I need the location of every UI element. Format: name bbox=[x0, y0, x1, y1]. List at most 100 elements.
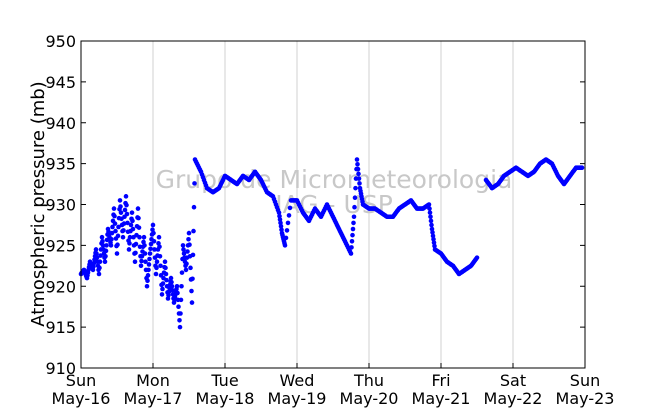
data-point bbox=[109, 230, 115, 236]
data-point bbox=[178, 297, 184, 303]
data-point bbox=[186, 236, 191, 242]
data-point bbox=[350, 226, 356, 232]
data-point bbox=[160, 286, 165, 292]
x-tick-label-date: May-16 bbox=[52, 389, 111, 408]
data-point bbox=[178, 311, 183, 316]
x-tick-label-day: Sun bbox=[570, 371, 600, 390]
data-point bbox=[579, 165, 585, 171]
data-point bbox=[432, 243, 437, 249]
data-point bbox=[98, 253, 103, 258]
data-point bbox=[285, 220, 291, 226]
x-tick-label-day: Mon bbox=[136, 371, 170, 390]
data-point bbox=[430, 233, 436, 239]
data-point bbox=[431, 236, 436, 242]
x-tick-label-date: May-17 bbox=[124, 389, 183, 408]
data-point bbox=[121, 228, 126, 233]
data-point bbox=[184, 261, 189, 267]
y-tick-label: 940 bbox=[45, 114, 76, 133]
data-point bbox=[277, 213, 282, 219]
data-point bbox=[123, 194, 129, 199]
y-tick-label: 915 bbox=[45, 318, 76, 337]
data-point bbox=[145, 273, 151, 278]
data-point bbox=[150, 222, 156, 228]
data-point bbox=[100, 243, 106, 248]
data-point bbox=[353, 185, 358, 191]
data-point bbox=[124, 211, 130, 217]
data-point bbox=[91, 264, 96, 269]
data-point bbox=[157, 253, 163, 259]
x-tick-label-date: May-22 bbox=[484, 389, 543, 408]
data-point bbox=[128, 222, 134, 228]
data-point bbox=[154, 265, 159, 271]
data-point bbox=[349, 238, 355, 244]
data-point bbox=[191, 228, 196, 234]
data-point bbox=[103, 253, 108, 259]
data-point bbox=[186, 230, 192, 236]
data-point bbox=[187, 242, 192, 247]
data-point bbox=[283, 235, 289, 241]
data-point bbox=[282, 243, 288, 248]
data-point bbox=[96, 271, 102, 277]
data-point bbox=[181, 251, 187, 256]
data-point bbox=[179, 283, 184, 289]
data-point bbox=[104, 243, 109, 248]
data-point bbox=[142, 251, 148, 256]
x-tick-label-date: May-23 bbox=[556, 389, 615, 408]
data-point bbox=[279, 227, 284, 233]
data-point bbox=[426, 202, 432, 207]
data-points bbox=[78, 157, 585, 330]
data-point bbox=[156, 234, 162, 240]
data-point bbox=[133, 241, 139, 247]
data-point bbox=[355, 166, 361, 172]
data-point bbox=[430, 230, 435, 235]
x-tick-label-date: May-19 bbox=[268, 389, 327, 408]
data-point bbox=[151, 230, 156, 236]
data-point bbox=[114, 251, 120, 256]
data-point bbox=[276, 210, 282, 215]
data-point bbox=[278, 224, 284, 229]
data-point bbox=[174, 283, 180, 289]
data-point bbox=[151, 238, 157, 244]
data-point bbox=[356, 176, 362, 181]
data-point bbox=[112, 221, 118, 226]
data-point bbox=[125, 220, 130, 226]
data-point bbox=[137, 234, 142, 240]
x-tick-label-day: Thu bbox=[353, 371, 384, 390]
x-tick-label-date: May-21 bbox=[412, 389, 471, 408]
x-tick-label-day: Sat bbox=[500, 371, 526, 390]
data-point bbox=[154, 259, 160, 265]
data-point bbox=[177, 318, 182, 323]
data-point bbox=[185, 249, 190, 254]
data-point bbox=[117, 198, 123, 203]
data-point bbox=[189, 288, 194, 294]
data-point bbox=[141, 234, 147, 240]
data-point bbox=[287, 205, 293, 211]
data-point bbox=[124, 202, 129, 208]
data-point bbox=[428, 214, 433, 220]
y-tick-label: 945 bbox=[45, 73, 76, 92]
data-point bbox=[352, 195, 358, 200]
data-point bbox=[175, 290, 180, 296]
data-point bbox=[136, 225, 142, 230]
data-point bbox=[170, 288, 175, 293]
data-point bbox=[144, 283, 150, 289]
data-point bbox=[130, 218, 135, 224]
data-point bbox=[188, 265, 193, 271]
data-point bbox=[136, 215, 141, 221]
data-point bbox=[351, 214, 357, 220]
y-tick-label: 910 bbox=[45, 359, 76, 378]
data-point bbox=[116, 224, 121, 230]
x-tick-label-date: May-20 bbox=[340, 389, 399, 408]
data-point bbox=[94, 251, 99, 256]
y-tick-label: 920 bbox=[45, 277, 76, 296]
data-point bbox=[146, 262, 152, 267]
data-point bbox=[122, 207, 128, 213]
data-point bbox=[97, 265, 102, 271]
data-point bbox=[100, 238, 105, 244]
data-point bbox=[129, 210, 135, 215]
data-point bbox=[191, 204, 197, 210]
data-point bbox=[146, 267, 151, 273]
data-point bbox=[190, 276, 195, 282]
data-point bbox=[163, 271, 169, 277]
data-point bbox=[157, 244, 162, 250]
